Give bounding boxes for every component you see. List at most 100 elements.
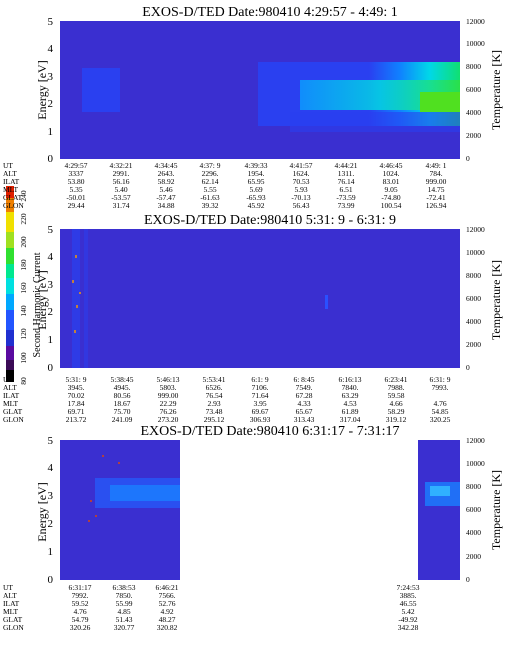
colorbar-tick: 220 (19, 213, 28, 225)
orbit-value: 61.89 (342, 407, 359, 416)
plot-area-segment (418, 440, 460, 580)
panel-2: EXOS-D/TED Date:980410 5:31: 9 - 6:31: 9… (3, 213, 503, 424)
orbit-value: 1624. (293, 169, 310, 178)
y-tick: 3 (48, 71, 54, 83)
noise-dot (74, 330, 76, 333)
orbit-value: 63.29 (342, 391, 359, 400)
orbit-value: 4:39:33 (245, 161, 268, 170)
orbit-value: 7993. (432, 383, 449, 392)
orbit-value: 69.67 (252, 407, 269, 416)
orbit-value: 67.28 (296, 391, 313, 400)
orbit-value: 71.64 (252, 391, 269, 400)
r-tick: 8000 (466, 62, 481, 71)
plot-band-core (430, 486, 450, 496)
orbit-value: 62.14 (202, 177, 219, 186)
y-tick: 2 (48, 98, 54, 110)
orbit-value: 14.75 (428, 185, 445, 194)
orbit-labels: UT ALT ILAT MLT GLAT GLON (3, 161, 24, 210)
orbit-value: 100.54 (381, 201, 402, 210)
y-axis-label-right: Temperature [K] (489, 50, 503, 130)
colorbar-seg (6, 370, 14, 382)
orbit-value: 6:23:41 (385, 375, 408, 384)
y-tick: 5 (48, 435, 54, 447)
orbit-value: 56.43 (293, 201, 310, 210)
y-tick: 5 (48, 224, 54, 236)
orbit-value: 18.67 (114, 399, 131, 408)
orbit-label: MLT (3, 185, 19, 194)
orbit-value: 4.33 (297, 399, 310, 408)
colorbar-seg (6, 212, 14, 232)
r-tick: 8000 (466, 271, 481, 280)
y-tick: 1 (48, 334, 54, 346)
orbit-value: 69.71 (68, 407, 85, 416)
orbit-value: 48.27 (159, 615, 176, 624)
colorbar-tick: 100 (19, 352, 28, 364)
orbit-value: 7106. (252, 383, 269, 392)
y-ticks-right: 0 2000 4000 6000 8000 10000 12000 (466, 436, 485, 584)
y-tick: 3 (48, 279, 54, 291)
orbit-value: 65.95 (248, 177, 265, 186)
orbit-value: 3885. (400, 591, 417, 600)
orbit-value: 7992. (72, 591, 89, 600)
plot-band-core (110, 485, 180, 501)
orbit-value: 3337 (69, 169, 84, 178)
orbit-value: 73.48 (206, 407, 223, 416)
orbit-value: 320.25 (430, 415, 451, 424)
colorbar-seg (6, 330, 14, 346)
orbit-value: 83.01 (383, 177, 400, 186)
orbit-value: 5.55 (203, 185, 216, 194)
orbit-value: 5:53:41 (203, 375, 226, 384)
orbit-label: GLON (3, 623, 24, 632)
orbit-label: MLT (3, 607, 19, 616)
orbit-label: GLAT (3, 193, 23, 202)
noise-dot (118, 462, 120, 464)
orbit-value: 5803. (160, 383, 177, 392)
orbit-value: 58.29 (388, 407, 405, 416)
orbit-value: 4.53 (343, 399, 356, 408)
orbit-value: 45.92 (248, 201, 265, 210)
orbit-table: 6:31:177992.59.524.7654.79320.266:38:537… (69, 583, 420, 632)
colorbar-seg (6, 198, 14, 212)
orbit-value: 6:1: 9 (251, 375, 269, 384)
orbit-value: -65.93 (246, 193, 266, 202)
colorbar-seg (6, 248, 14, 264)
orbit-value: 5:46:13 (157, 375, 180, 384)
orbit-value: -53.57 (111, 193, 131, 202)
orbit-value: 999.00 (158, 391, 179, 400)
orbit-value: 4:41:57 (290, 161, 313, 170)
y-tick: 4 (48, 462, 54, 474)
orbit-value: 4.85 (117, 607, 130, 616)
orbit-value: -50.01 (66, 193, 86, 202)
orbit-value: 58.92 (158, 177, 175, 186)
r-tick: 8000 (466, 482, 481, 491)
orbit-value: 76.26 (160, 407, 177, 416)
y-tick: 4 (48, 43, 54, 55)
noise-dot (88, 520, 90, 522)
orbit-value: 1024. (383, 169, 400, 178)
r-tick: 6000 (466, 85, 481, 94)
orbit-value: 46.55 (400, 599, 417, 608)
y-axis-label: Energy [eV] (35, 482, 49, 541)
orbit-value: 342.28 (398, 623, 419, 632)
orbit-value: 6:46:21 (156, 583, 179, 592)
orbit-value: 320.77 (114, 623, 135, 632)
orbit-value: 34.88 (158, 201, 175, 210)
y-tick: 1 (48, 126, 54, 138)
orbit-value: -49.92 (398, 615, 418, 624)
orbit-value: 55.99 (116, 599, 133, 608)
panel-3: EXOS-D/TED Date:980410 6:31:17 - 7:31:17… (3, 424, 503, 632)
orbit-value: 76.54 (206, 391, 223, 400)
r-tick: 6000 (466, 294, 481, 303)
colorbar-tick: 200 (19, 236, 28, 248)
orbit-value: 80.56 (114, 391, 131, 400)
panel-1: EXOS-D/TED Date:980410 4:29:57 - 4:49: 1… (3, 5, 503, 210)
r-tick: 10000 (466, 39, 485, 48)
orbit-value: 5:38:45 (111, 375, 134, 384)
colorbar-seg (6, 278, 14, 294)
orbit-value: 6:31: 9 (429, 375, 450, 384)
panel-title: EXOS-D/TED Date:980410 5:31: 9 - 6:31: 9 (144, 213, 396, 228)
orbit-value: 6:16:13 (339, 375, 362, 384)
orbit-value: 52.76 (159, 599, 176, 608)
y-axis-label: Energy [eV] (35, 60, 49, 119)
